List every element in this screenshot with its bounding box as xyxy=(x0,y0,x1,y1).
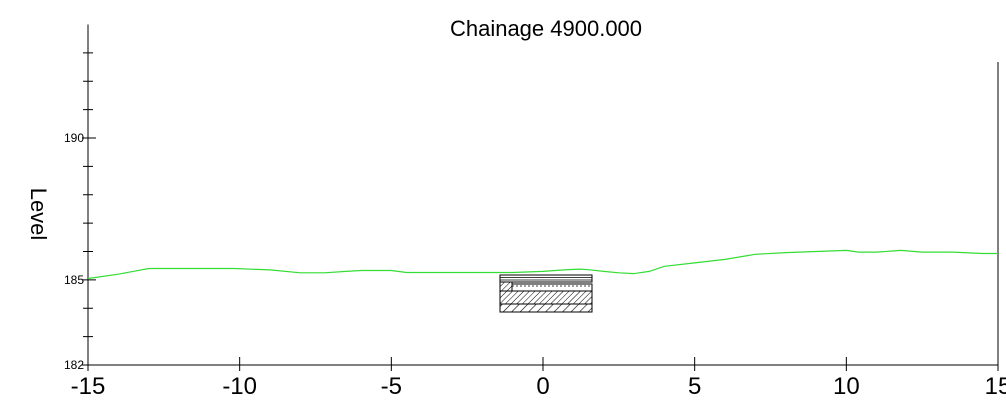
x-tick-label: 15 xyxy=(985,373,1006,400)
ground-profile-line xyxy=(87,249,998,280)
pavement-section xyxy=(499,274,593,313)
y-tick-label: 182 xyxy=(64,358,84,372)
pavement-foundation-layer xyxy=(499,303,593,313)
pavement-subbase-layer xyxy=(499,290,593,305)
x-tick-label: 10 xyxy=(833,373,860,400)
x-tick-label: 5 xyxy=(688,373,701,400)
pavement-base-layer xyxy=(511,283,593,292)
pavement-top-layer xyxy=(499,274,593,283)
x-tick-label: -15 xyxy=(71,373,106,400)
y-tick-label: 190 xyxy=(64,131,84,145)
x-tick-label: -10 xyxy=(222,373,257,400)
y-tick-label: 185 xyxy=(64,273,84,287)
x-tick-label: -5 xyxy=(381,373,402,400)
x-tick-label: 0 xyxy=(536,373,549,400)
pavement-hatched-layer xyxy=(499,281,513,292)
chart-title: Chainage 4900.000 xyxy=(449,16,643,41)
